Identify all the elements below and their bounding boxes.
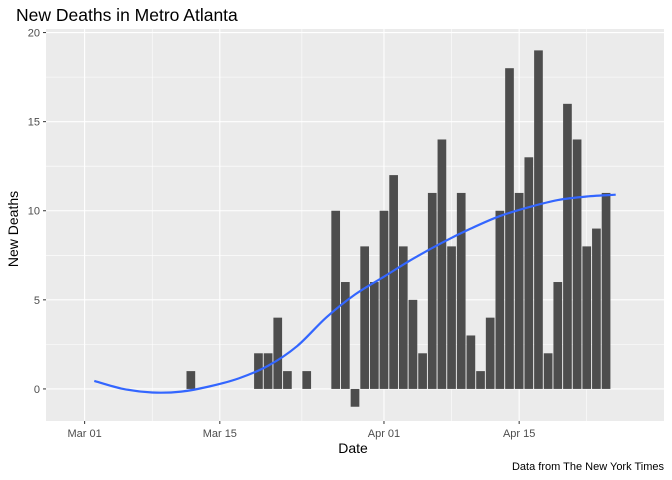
bar bbox=[186, 371, 196, 389]
bar bbox=[398, 246, 408, 389]
chart-title: New Deaths in Metro Atlanta bbox=[16, 5, 238, 25]
bar bbox=[505, 68, 514, 389]
chart-caption: Data from The New York Times bbox=[512, 461, 665, 473]
bar bbox=[592, 228, 601, 389]
bar bbox=[466, 335, 476, 389]
bar bbox=[543, 353, 553, 389]
bar bbox=[572, 139, 582, 389]
y-tick-label: 15 bbox=[28, 117, 40, 129]
bar bbox=[389, 175, 398, 389]
bar bbox=[524, 157, 534, 389]
bar bbox=[447, 246, 456, 389]
bar-series bbox=[186, 50, 611, 407]
x-axis-title: Date bbox=[338, 440, 368, 456]
bar bbox=[495, 210, 505, 389]
y-tick-label: 20 bbox=[28, 28, 40, 40]
bar bbox=[437, 139, 447, 389]
y-axis-ticks: 0 5 10 15 20 bbox=[28, 28, 46, 396]
bar bbox=[601, 192, 611, 389]
smooth-trend-line bbox=[93, 193, 616, 394]
x-tick-label: Apr 15 bbox=[503, 428, 535, 440]
bar bbox=[302, 371, 312, 389]
y-tick-label: 10 bbox=[28, 206, 40, 218]
bar bbox=[263, 353, 273, 389]
x-tick-label: Mar 01 bbox=[68, 428, 102, 440]
y-tick-label: 5 bbox=[34, 295, 40, 307]
bar bbox=[456, 192, 466, 389]
bar bbox=[514, 192, 524, 389]
x-tick-label: Mar 15 bbox=[203, 428, 237, 440]
bar bbox=[350, 388, 360, 407]
bar bbox=[563, 103, 572, 389]
bar bbox=[418, 353, 427, 389]
bar bbox=[360, 246, 370, 389]
bar bbox=[408, 299, 418, 389]
bar bbox=[283, 371, 292, 389]
y-axis-title: New Deaths bbox=[5, 191, 21, 267]
x-axis-ticks: Mar 01 Mar 15 Apr 01 Apr 15 bbox=[68, 421, 535, 440]
bar bbox=[553, 282, 563, 389]
bar bbox=[340, 282, 350, 389]
bar bbox=[534, 50, 543, 389]
bar bbox=[369, 282, 379, 389]
y-tick-label: 0 bbox=[34, 384, 40, 396]
bar bbox=[427, 192, 437, 389]
bar bbox=[273, 317, 283, 389]
bar bbox=[476, 371, 485, 389]
bar bbox=[331, 210, 341, 389]
bar bbox=[582, 246, 592, 389]
bar bbox=[485, 317, 495, 389]
x-tick-label: Apr 01 bbox=[368, 428, 400, 440]
bar bbox=[379, 210, 389, 389]
